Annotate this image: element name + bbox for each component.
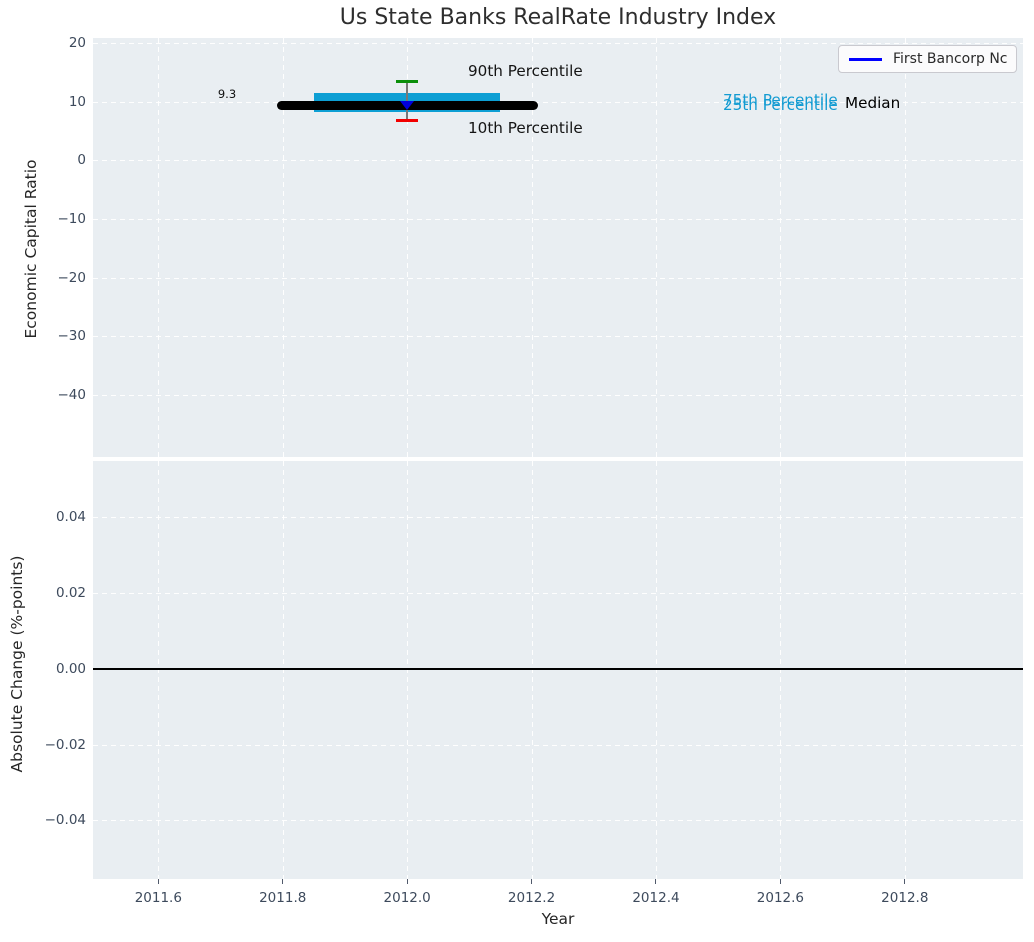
median-value-annotation: 9.3 [217, 87, 237, 101]
gridline-horizontal [93, 219, 1023, 221]
gridline-vertical [282, 38, 284, 457]
y-tick-label: −40 [57, 386, 87, 403]
gridline-horizontal [93, 43, 1023, 45]
x-tick-mark [157, 879, 159, 884]
x-tick-label: 2011.6 [134, 890, 182, 906]
y-tick-label: 0.00 [55, 660, 86, 677]
gridline-vertical [407, 461, 409, 879]
x-tick-mark [531, 879, 533, 884]
y-tick-label: −20 [57, 269, 87, 286]
x-tick-mark [282, 879, 284, 884]
x-tick-label: 2012.8 [881, 890, 929, 906]
x-tick-mark [406, 879, 408, 884]
gridline-vertical [158, 461, 160, 879]
x-tick-label: 2011.8 [259, 890, 307, 906]
gridline-vertical [407, 38, 409, 457]
bottom-plot-area [93, 461, 1023, 879]
gridline-vertical [655, 461, 657, 879]
top-y-axis-label: Economic Capital Ratio [22, 159, 40, 339]
company-marker [400, 100, 415, 110]
gridline-horizontal [93, 744, 1023, 746]
gridline-vertical [531, 461, 533, 879]
gridline-vertical [904, 38, 906, 457]
gridline-horizontal [93, 820, 1023, 822]
p10-annotation: 10th Percentile [468, 119, 583, 137]
x-tick-label: 2012.4 [632, 890, 680, 906]
gridline-horizontal [93, 101, 1023, 103]
x-tick-label: 2012.0 [383, 890, 431, 906]
gridline-vertical [904, 461, 906, 879]
y-tick-label: −0.02 [44, 736, 86, 753]
gridline-vertical [655, 38, 657, 457]
gridline-horizontal [93, 160, 1023, 162]
gridline-vertical [780, 461, 782, 879]
y-tick-label: 20 [68, 35, 86, 52]
median-annotation: Median [845, 94, 901, 112]
top-plot-area [93, 38, 1023, 457]
x-tick-label: 2012.6 [756, 890, 805, 906]
gridline-horizontal [93, 277, 1023, 279]
bottom-y-axis-label: Absolute Change (%-points) [8, 555, 26, 773]
p10-cap [396, 118, 419, 122]
y-tick-label: 0 [77, 152, 86, 169]
x-tick-mark [904, 879, 906, 884]
legend-box: First Bancorp Nc [838, 45, 1017, 73]
y-tick-label: −10 [57, 211, 87, 228]
x-tick-label: 2012.2 [507, 890, 556, 906]
gridline-horizontal [93, 394, 1023, 396]
p75-annotation: 75th Percentile [723, 91, 838, 109]
gridline-horizontal [93, 593, 1023, 595]
gridline-horizontal [93, 336, 1023, 338]
p90-annotation: 90th Percentile [468, 62, 583, 80]
x-axis-label: Year [541, 910, 575, 928]
p25-annotation: 25th Percentile [723, 96, 838, 114]
zero-line [93, 667, 1023, 670]
gridline-vertical [282, 461, 284, 879]
percentile-connector-line [406, 81, 409, 121]
legend-line-sample [849, 57, 882, 61]
legend-label: First Bancorp Nc [893, 51, 1008, 67]
gridline-horizontal [93, 517, 1023, 519]
gridline-vertical [780, 38, 782, 457]
p90-cap [396, 79, 419, 83]
gridline-vertical [531, 38, 533, 457]
y-tick-label: 0.02 [55, 585, 86, 602]
y-tick-label: 10 [68, 93, 86, 110]
chart-title: Us State Banks RealRate Industry Index [339, 5, 777, 30]
y-tick-label: −0.04 [44, 812, 86, 829]
x-tick-mark [779, 879, 781, 884]
y-tick-label: 0.04 [55, 509, 86, 526]
gridline-vertical [158, 38, 160, 457]
x-tick-mark [655, 879, 657, 884]
y-tick-label: −30 [57, 328, 87, 345]
